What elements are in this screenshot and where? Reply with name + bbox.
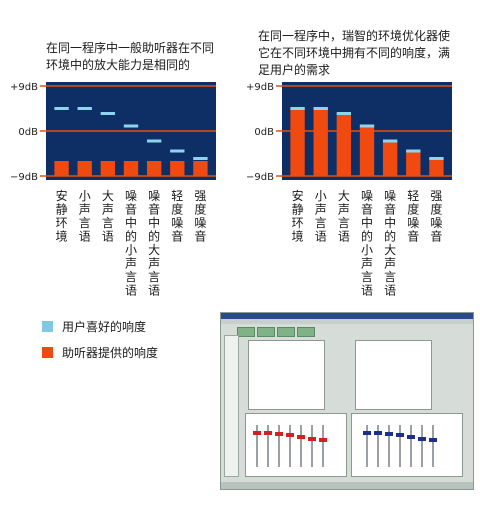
tab [277, 327, 295, 337]
slider-track [278, 425, 280, 467]
slider-knob [407, 435, 415, 439]
legend-label-preferred: 用户喜好的响度 [62, 320, 147, 334]
category-label: 小声言语 [79, 189, 91, 244]
category-label: 噪音中的小声言语 [361, 189, 373, 298]
slider-track [289, 425, 291, 467]
chart-environment-optimizer: +9dB 0dB −9dB 安静环境小声言语大声言语噪音中的小声言语噪音中的大声言语轻… [246, 82, 452, 298]
bar-provided [170, 161, 185, 176]
window-statusbar [221, 482, 473, 489]
marker-preferred [170, 149, 185, 153]
slider-track [311, 425, 313, 467]
category-label: 安静环境 [292, 188, 304, 244]
bar-provided [382, 141, 398, 176]
response-graph-right [355, 340, 432, 410]
y-tick-label: +9dB [10, 82, 38, 93]
category-label: 小声言语 [315, 189, 327, 244]
marker-preferred [77, 107, 92, 110]
slider-track [399, 425, 401, 467]
y-tick-label: 0dB [18, 127, 38, 138]
marker-preferred [359, 124, 375, 128]
slider-knob [429, 438, 437, 442]
legend-label-provided: 助听器提供的响度 [62, 346, 159, 360]
bar-provided [359, 126, 375, 176]
slider-track [256, 425, 258, 467]
slider-knob [374, 431, 382, 435]
slider-knob [385, 432, 393, 436]
window-menubar [221, 319, 473, 324]
y-tick-label: +9dB [246, 82, 274, 93]
window-tabs [237, 327, 317, 337]
slider-knob [253, 431, 261, 435]
fitting-software-screenshot [220, 312, 474, 490]
tab [257, 327, 275, 337]
marker-preferred [290, 107, 305, 110]
slider-knob [418, 437, 426, 441]
bar-provided [313, 108, 328, 176]
bar-provided [77, 161, 92, 176]
y-tick-label: 0dB [254, 127, 274, 138]
marker-preferred [406, 149, 421, 153]
tab [297, 327, 315, 337]
marker-preferred [100, 112, 116, 115]
tab [237, 327, 255, 337]
category-label: 安静环境 [56, 188, 68, 244]
marker-preferred [382, 139, 398, 143]
marker-preferred [123, 124, 139, 128]
window-titlebar [221, 313, 473, 319]
slider-knob [275, 432, 283, 436]
bar-provided [336, 113, 352, 176]
slider-track [410, 425, 412, 467]
slider-track [300, 425, 302, 467]
bar-provided [146, 161, 162, 176]
slider-track [322, 425, 324, 467]
bar-provided [193, 161, 208, 176]
slider-track [267, 425, 269, 467]
legend-swatch-provided [42, 347, 53, 358]
category-label: 大声言语 [102, 189, 114, 244]
category-label: 噪音中的大声言语 [148, 189, 160, 298]
slider-track [366, 425, 368, 467]
bar-provided [100, 161, 116, 176]
left-sidebar [224, 335, 239, 477]
bar-provided [54, 161, 69, 176]
category-label: 轻度噪音 [407, 189, 419, 244]
slider-knob [363, 431, 371, 435]
bar-provided [429, 158, 444, 176]
caption-right: 在同一程序中，瑞智的环境优化器使它在不同环境中拥有不同的响度，满足用户的需求 [258, 29, 451, 77]
slider-track [432, 425, 434, 467]
slider-knob [308, 437, 316, 441]
slider-knob [297, 435, 305, 439]
slider-knob [264, 431, 272, 435]
caption-left: 在同一程序中一般助听器在不同环境中的放大能力是相同的 [46, 41, 215, 72]
bar-provided [406, 151, 421, 176]
category-label: 强度噪音 [430, 189, 442, 244]
response-graph-left [248, 340, 325, 410]
slider-track [421, 425, 423, 467]
category-label: 噪音中的大声言语 [384, 189, 396, 298]
bar-provided [123, 161, 139, 176]
y-tick-label: −9dB [246, 172, 274, 183]
category-label: 噪音中的小声言语 [125, 189, 137, 298]
y-tick-label: −9dB [10, 172, 38, 183]
chart-standard-hearing-aid: +9dB 0dB −9dB 安静环境小声言语大声言语噪音中的小声言语噪音中的大声言语轻… [10, 82, 216, 298]
slider-knob [286, 433, 294, 437]
slider-panel-right [351, 413, 463, 477]
category-label: 强度噪音 [194, 189, 206, 244]
bar-provided [290, 108, 305, 176]
marker-preferred [54, 107, 69, 110]
marker-preferred [336, 112, 352, 115]
slider-knob [319, 438, 327, 442]
slider-track [377, 425, 379, 467]
category-label: 轻度噪音 [171, 189, 183, 244]
marker-preferred [146, 139, 162, 143]
slider-panel-left [245, 413, 347, 477]
marker-preferred [313, 107, 328, 110]
marker-preferred [193, 157, 208, 160]
slider-knob [396, 433, 404, 437]
slider-track [388, 425, 390, 467]
category-label: 大声言语 [338, 189, 350, 244]
marker-preferred [429, 157, 444, 160]
legend-swatch-preferred [42, 321, 53, 332]
